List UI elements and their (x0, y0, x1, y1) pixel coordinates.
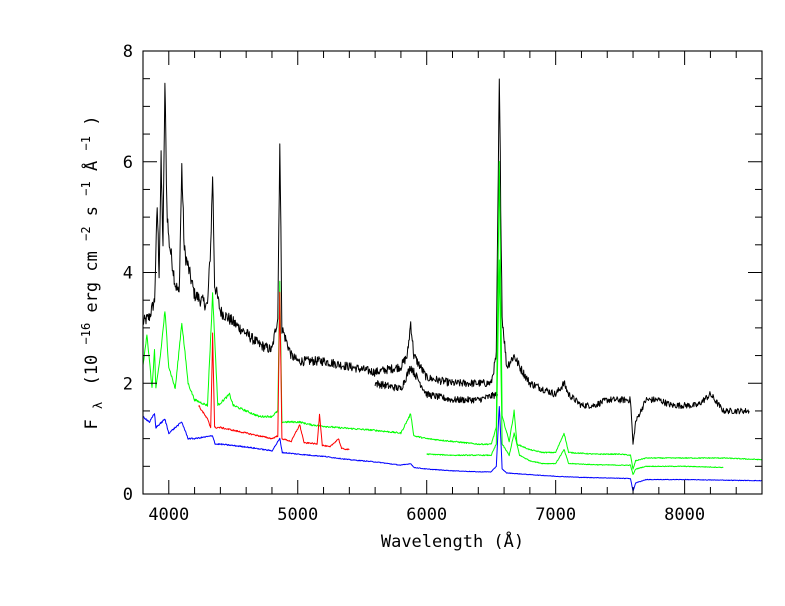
series-2-line (143, 160, 762, 470)
y-tick-label: 2 (123, 374, 133, 394)
y-axis-title-exp4: −1 (79, 136, 93, 150)
x-tick-label: 4000 (148, 505, 189, 525)
y-axis-title-exp1: −16 (79, 323, 93, 345)
x-tick-label: 8000 (664, 505, 705, 525)
series-3-line (426, 259, 724, 475)
series-layer (143, 78, 762, 492)
x-axis-title: Wavelength (Å) (381, 530, 524, 552)
series-4-line (198, 291, 350, 451)
series-5-line (143, 406, 762, 492)
y-tick-label: 6 (123, 153, 133, 173)
y-axis-title-units-angstrom: Å (80, 161, 102, 171)
series-0-line (143, 78, 750, 445)
y-axis-title-exp2: −2 (79, 226, 93, 240)
y-axis-title-units-open: (10 (82, 355, 102, 386)
x-tick-label: 5000 (277, 505, 318, 525)
y-axis-title-subscript: λ (91, 402, 105, 409)
y-tick-label: 8 (123, 42, 133, 62)
y-axis-title: F λ (10 −16 erg cm −2 s −1 Å −1 ) (75, 116, 107, 430)
y-tick-label: 4 (123, 264, 133, 284)
tick-layer (143, 50, 763, 495)
y-axis-title-units-close: ) (82, 116, 102, 126)
tick-label-layer: 4000 5000 6000 7000 8000 0 2 4 6 8 (123, 42, 705, 525)
y-tick-label: 0 (123, 485, 133, 505)
y-axis-title-exp3: −1 (79, 181, 93, 195)
x-tick-label: 6000 (406, 505, 447, 525)
y-axis-title-symbol: F (82, 419, 102, 429)
x-tick-label: 7000 (535, 505, 576, 525)
y-axis-title-units-s: s (82, 206, 102, 216)
y-axis-title-units-erg-cm: erg cm (82, 251, 102, 312)
series-1-line (374, 365, 499, 404)
